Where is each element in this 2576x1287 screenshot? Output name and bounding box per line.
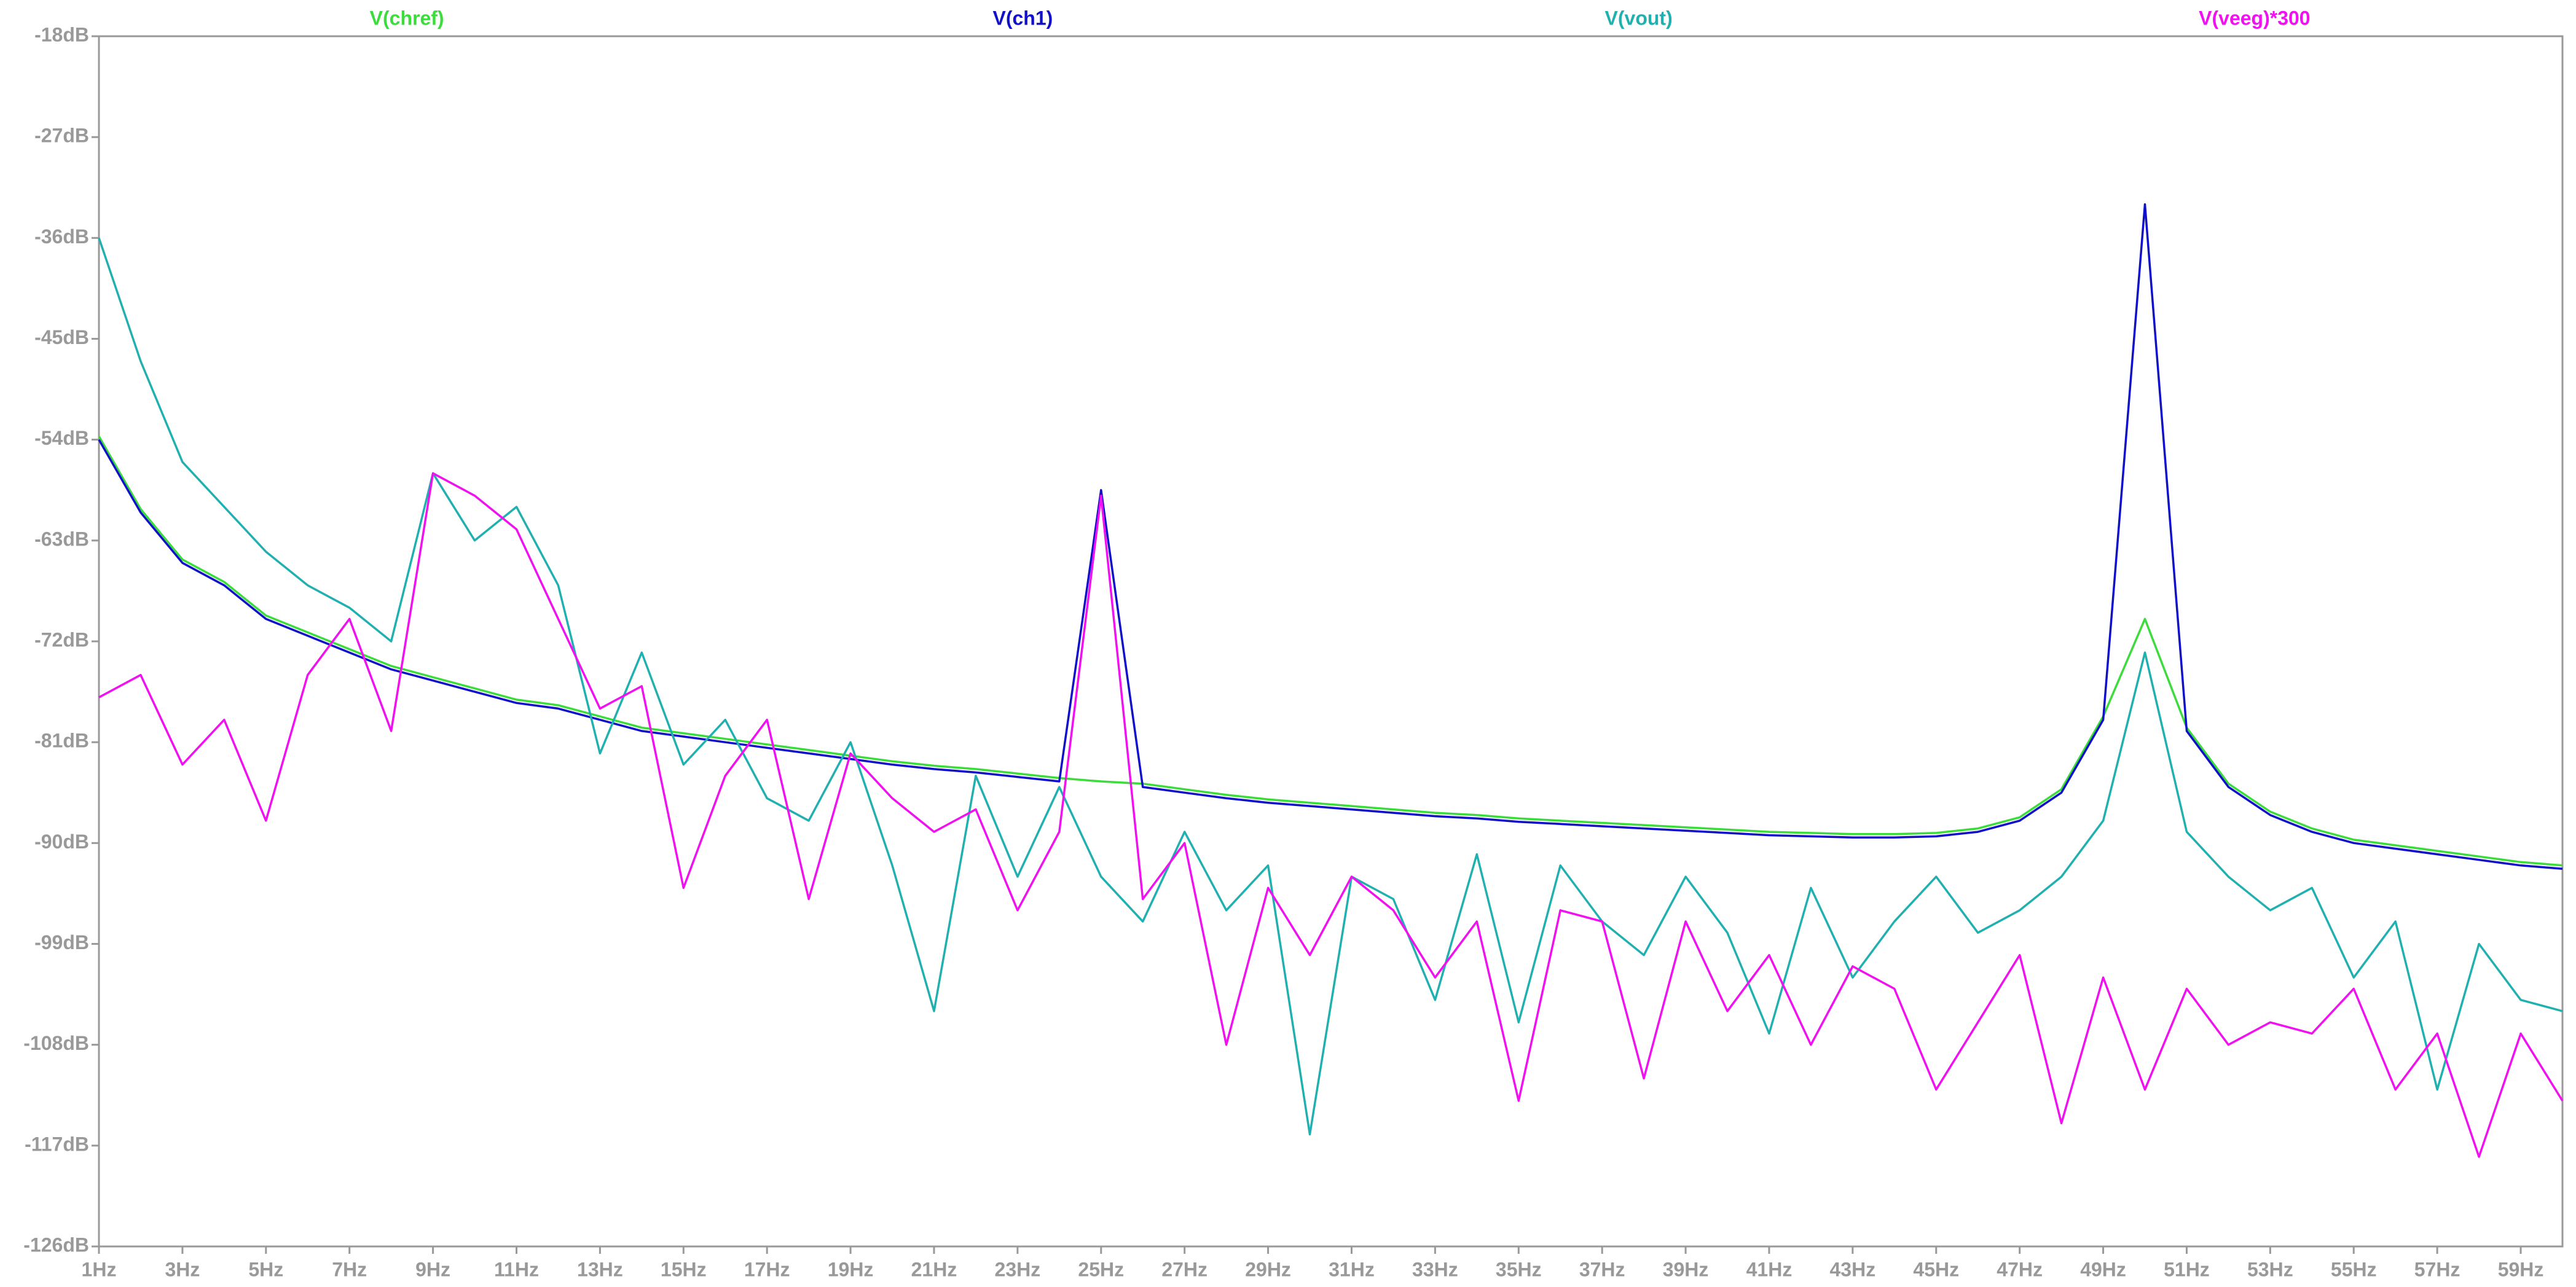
x-tick-label: 43Hz (1830, 1258, 1876, 1280)
x-tick-label: 59Hz (2498, 1258, 2544, 1280)
x-tick-label: 31Hz (1329, 1258, 1375, 1280)
x-tick-label: 23Hz (995, 1258, 1041, 1280)
y-tick-label: -36dB (34, 225, 89, 248)
x-tick-label: 13Hz (577, 1258, 623, 1280)
x-tick-label: 29Hz (1245, 1258, 1291, 1280)
x-tick-label: 55Hz (2331, 1258, 2377, 1280)
y-tick-label: -126dB (23, 1234, 89, 1256)
y-tick-label: -18dB (34, 23, 89, 45)
y-tick-label: -117dB (25, 1133, 89, 1155)
legend-entry: V(ch1) (992, 7, 1053, 29)
x-tick-label: 33Hz (1412, 1258, 1458, 1280)
x-tick-label: 19Hz (828, 1258, 874, 1280)
x-tick-label: 35Hz (1496, 1258, 1542, 1280)
x-tick-label: 17Hz (744, 1258, 790, 1280)
x-tick-label: 49Hz (2080, 1258, 2126, 1280)
x-tick-label: 5Hz (248, 1258, 283, 1280)
x-tick-label: 7Hz (332, 1258, 367, 1280)
legend-entry: V(veeg)*300 (2199, 7, 2310, 29)
x-tick-label: 53Hz (2247, 1258, 2293, 1280)
y-tick-label: -72dB (34, 628, 89, 651)
x-tick-label: 45Hz (1913, 1258, 1959, 1280)
x-tick-label: 3Hz (165, 1258, 200, 1280)
y-tick-label: -45dB (34, 326, 89, 348)
x-tick-label: 15Hz (661, 1258, 707, 1280)
legend-entry: V(vout) (1605, 7, 1673, 29)
series-line (98, 436, 2563, 867)
x-tick-label: 51Hz (2164, 1258, 2210, 1280)
x-tick-label: 21Hz (911, 1258, 957, 1280)
x-tick-label: 11Hz (494, 1258, 539, 1280)
y-tick-label: -54dB (34, 427, 89, 449)
y-tick-label: -99dB (34, 931, 89, 953)
x-tick-label: 27Hz (1161, 1258, 1208, 1280)
series-line (98, 237, 2563, 1136)
x-tick-label: 25Hz (1078, 1258, 1124, 1280)
y-tick-label: -63dB (34, 528, 89, 550)
series-line (98, 203, 2563, 870)
x-tick-label: 9Hz (415, 1258, 450, 1280)
y-tick-label: -81dB (34, 730, 89, 752)
x-tick-label: 37Hz (1579, 1258, 1625, 1280)
x-tick-label: 47Hz (1997, 1258, 2043, 1280)
x-tick-label: 1Hz (82, 1258, 117, 1280)
y-tick-label: -27dB (34, 125, 89, 147)
x-tick-label: 41Hz (1746, 1258, 1793, 1280)
y-tick-label: -90dB (34, 831, 89, 853)
series-line (98, 472, 2564, 1158)
x-tick-label: 57Hz (2414, 1258, 2460, 1280)
y-tick-label: -108dB (23, 1032, 89, 1054)
legend-entry: V(chref) (370, 7, 444, 29)
x-tick-label: 39Hz (1663, 1258, 1709, 1280)
